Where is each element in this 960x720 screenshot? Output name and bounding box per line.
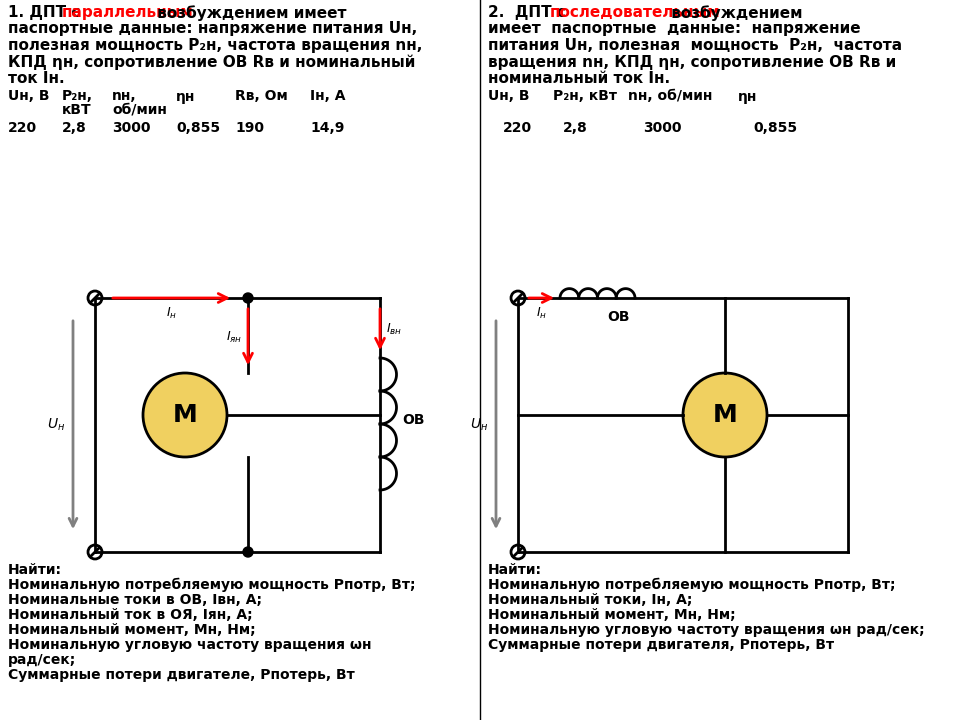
Text: $I_н$: $I_н$ — [166, 306, 177, 321]
Text: Номинальный токи, Iн, А;: Номинальный токи, Iн, А; — [488, 593, 692, 607]
Text: 3000: 3000 — [643, 122, 682, 135]
Text: М: М — [173, 403, 198, 427]
Text: Суммарные потери двигателе, Pпотерь, Вт: Суммарные потери двигателе, Pпотерь, Вт — [8, 668, 355, 682]
Text: Uн, В: Uн, В — [8, 89, 50, 104]
Circle shape — [143, 373, 227, 457]
Text: Суммарные потери двигателя, Pпотерь, Вт: Суммарные потери двигателя, Pпотерь, Вт — [488, 638, 834, 652]
Text: 3000: 3000 — [112, 122, 151, 135]
Text: 14,9: 14,9 — [310, 122, 345, 135]
Text: ηн: ηн — [738, 89, 757, 104]
Text: 0,855: 0,855 — [176, 122, 220, 135]
Text: вращения nн, КПД ηн, сопротивление ОВ Rв и: вращения nн, КПД ηн, сопротивление ОВ Rв… — [488, 55, 897, 70]
Text: ОВ: ОВ — [402, 413, 424, 427]
Text: Номинальную потребляемую мощность Pпотр, Вт;: Номинальную потребляемую мощность Pпотр,… — [8, 578, 416, 593]
Text: Найти:: Найти: — [488, 563, 542, 577]
Text: 2,8: 2,8 — [563, 122, 588, 135]
Text: Номинальный момент, Mн, Нм;: Номинальный момент, Mн, Нм; — [488, 608, 735, 622]
Text: 220: 220 — [8, 122, 37, 135]
Text: Номинальный ток в ОЯ, Iян, А;: Номинальный ток в ОЯ, Iян, А; — [8, 608, 252, 622]
Text: Iн, А: Iн, А — [310, 89, 346, 104]
Text: Найти:: Найти: — [8, 563, 62, 577]
Text: Номинальный момент, Mн, Нм;: Номинальный момент, Mн, Нм; — [8, 623, 255, 637]
Text: Uн, В: Uн, В — [488, 89, 530, 104]
Text: об/мин: об/мин — [112, 102, 167, 117]
Text: возбуждением имеет: возбуждением имеет — [152, 5, 347, 21]
Text: ОВ: ОВ — [608, 310, 630, 324]
Text: P₂н, кВт: P₂н, кВт — [553, 89, 617, 104]
Text: питания Uн, полезная  мощность  P₂н,  частота: питания Uн, полезная мощность P₂н, часто… — [488, 38, 902, 53]
Circle shape — [243, 293, 253, 303]
Text: 0,855: 0,855 — [753, 122, 797, 135]
Circle shape — [243, 547, 253, 557]
Text: полезная мощность P₂н, частота вращения nн,: полезная мощность P₂н, частота вращения … — [8, 38, 422, 53]
Text: Номинальную угловую частоту вращения ωн рад/сек;: Номинальную угловую частоту вращения ωн … — [488, 623, 924, 637]
Text: $I_н$: $I_н$ — [536, 306, 547, 321]
Text: $I_{ян}$: $I_{ян}$ — [226, 330, 242, 345]
Text: рад/сек;: рад/сек; — [8, 653, 76, 667]
Text: Rв, Ом: Rв, Ом — [235, 89, 288, 104]
Text: возбуждением: возбуждением — [666, 5, 803, 21]
Text: 2.  ДПТ с: 2. ДПТ с — [488, 5, 571, 20]
Text: 2,8: 2,8 — [62, 122, 86, 135]
Text: последовательным: последовательным — [550, 5, 721, 20]
Text: 1. ДПТ с: 1. ДПТ с — [8, 5, 85, 20]
Text: 190: 190 — [235, 122, 264, 135]
Text: $I_{вн}$: $I_{вн}$ — [386, 322, 402, 337]
Text: Номинальную потребляемую мощность Pпотр, Вт;: Номинальную потребляемую мощность Pпотр,… — [488, 578, 896, 593]
Text: nн, об/мин: nн, об/мин — [628, 89, 712, 104]
Text: Номинальные токи в ОВ, Iвн, А;: Номинальные токи в ОВ, Iвн, А; — [8, 593, 262, 607]
Text: КПД ηн, сопротивление ОВ Rв и номинальный: КПД ηн, сопротивление ОВ Rв и номинальны… — [8, 55, 416, 70]
Text: $U_н$: $U_н$ — [469, 417, 488, 433]
Text: ηн: ηн — [176, 89, 196, 104]
Text: паспортные данные: напряжение питания Uн,: паспортные данные: напряжение питания Uн… — [8, 22, 418, 37]
Text: кВТ: кВТ — [62, 102, 91, 117]
Text: $U_н$: $U_н$ — [47, 417, 65, 433]
Text: имеет  паспортные  данные:  напряжение: имеет паспортные данные: напряжение — [488, 22, 860, 37]
Text: 220: 220 — [503, 122, 532, 135]
Text: ток Iн.: ток Iн. — [8, 71, 64, 86]
Text: параллельным: параллельным — [62, 5, 194, 20]
Text: nн,: nн, — [112, 89, 136, 104]
Text: М: М — [712, 403, 737, 427]
Text: P₂н,: P₂н, — [62, 89, 93, 104]
Text: номинальный ток Iн.: номинальный ток Iн. — [488, 71, 670, 86]
Text: Номинальную угловую частоту вращения ωн: Номинальную угловую частоту вращения ωн — [8, 638, 372, 652]
Circle shape — [683, 373, 767, 457]
